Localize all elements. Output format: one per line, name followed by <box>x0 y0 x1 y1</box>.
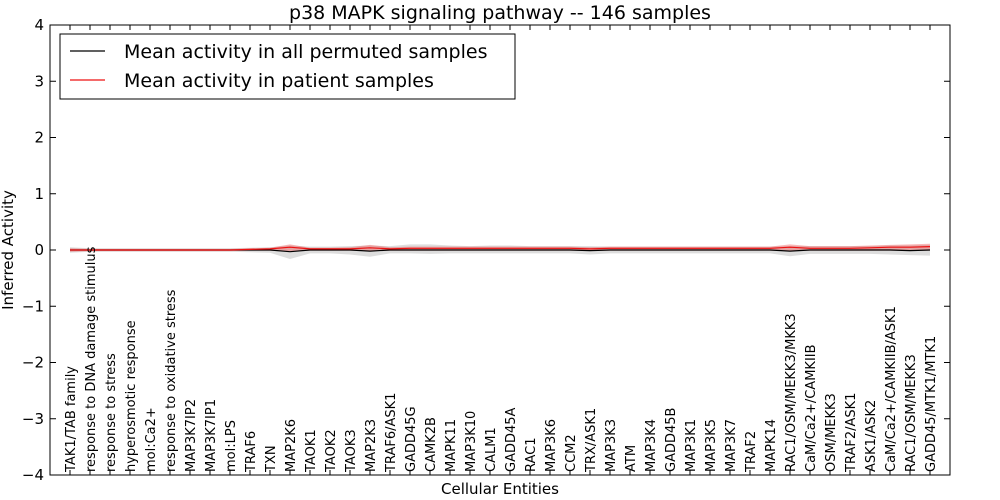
legend-label-patient: Mean activity in patient samples <box>124 70 434 92</box>
x-tick-label: MAP3K4 <box>644 419 659 472</box>
y-tick-label: −4 <box>22 466 44 484</box>
x-tick-label: OSM/MEKK3 <box>824 393 839 472</box>
x-tick-label: response to DNA damage stimulus <box>84 246 99 472</box>
x-tick-label: RAC1/OSM/MEKK3 <box>904 354 919 472</box>
x-tick-label: MAP3K3 <box>604 419 619 472</box>
x-tick-label: MAP3K1 <box>684 419 699 472</box>
x-tick-label: mol:LPS <box>224 420 239 472</box>
x-tick-label: TRAF6/ASK1 <box>384 393 399 473</box>
x-tick-label: TAOK1 <box>304 429 319 473</box>
x-tick-label: RAC1 <box>524 437 539 472</box>
x-tick-label: RAC1/OSM/MEKK3/MKK3 <box>784 313 799 472</box>
x-tick-label: GADD45G <box>404 406 419 472</box>
x-tick-label: CAMK2B <box>424 417 439 472</box>
x-tick-label: MAP3K7IP1 <box>204 399 219 472</box>
x-tick-label: MAPK11 <box>444 419 459 472</box>
x-tick-label: GADD45B <box>664 408 679 472</box>
x-tick-label: MAP3K7 <box>724 419 739 472</box>
y-tick-label: 0 <box>34 241 44 259</box>
x-tick-label: ATM <box>624 445 639 472</box>
x-tick-label: response to oxidative stress <box>164 289 179 472</box>
y-axis-label: Inferred Activity <box>0 190 17 310</box>
x-tick-label: TRX/ASK1 <box>584 408 599 473</box>
x-tick-label: TAOK2 <box>324 429 339 473</box>
y-tick-label: 4 <box>34 16 44 34</box>
y-tick-label: −3 <box>22 410 44 428</box>
legend-label-permuted: Mean activity in all permuted samples <box>124 41 487 63</box>
x-axis-label: Cellular Entities <box>441 480 559 498</box>
x-tick-label: mol:Ca2+ <box>144 407 159 472</box>
y-tick-label: −1 <box>22 297 44 315</box>
legend: Mean activity in all permuted samples Me… <box>59 33 516 100</box>
y-tick-label: −2 <box>22 354 44 372</box>
x-tick-label: response to stress <box>104 353 119 472</box>
x-tick-label: CALM1 <box>484 427 499 472</box>
x-tick-label: MAP3K10 <box>464 411 479 472</box>
y-tick-label: 2 <box>34 129 44 147</box>
series-line-patient <box>70 246 931 251</box>
x-tick-label: MAP2K3 <box>364 419 379 472</box>
legend-frame <box>59 33 516 100</box>
x-tick-label: MAP2K6 <box>284 419 299 472</box>
x-tick-label: MAP3K5 <box>704 419 719 472</box>
x-tick-label: GADD45A <box>504 407 519 472</box>
x-tick-label: CaM/Ca2+/CAMKIIB/ASK1 <box>884 306 899 472</box>
x-tick-label: TRAF2 <box>744 431 759 473</box>
y-tick-label: 1 <box>34 185 44 203</box>
chart-title: p38 MAPK signaling pathway -- 146 sample… <box>289 2 711 24</box>
x-tick-label: CCM2 <box>564 434 579 472</box>
x-tick-label: ASK1/ASK2 <box>864 400 879 472</box>
x-tick-label: TAOK3 <box>344 429 359 473</box>
x-tick-label: GADD45/MTK1/MTK1 <box>924 336 939 472</box>
x-tick-label: MAP3K6 <box>544 419 559 472</box>
x-tick-label: TAK1/TAB family <box>64 366 79 473</box>
x-tick-label: MAP3K7IP2 <box>184 399 199 472</box>
x-tick-label: TXN <box>264 445 279 473</box>
x-tick-label: CaM/Ca2+/CAMKIIB <box>804 344 819 472</box>
y-tick-label: 3 <box>34 72 44 90</box>
x-tick-label: TRAF6 <box>244 431 259 473</box>
x-tick-label: hyperosmotic response <box>124 320 139 472</box>
x-tick-label: TRAF2/ASK1 <box>844 393 859 473</box>
x-tick-label: MAPK14 <box>764 419 779 472</box>
